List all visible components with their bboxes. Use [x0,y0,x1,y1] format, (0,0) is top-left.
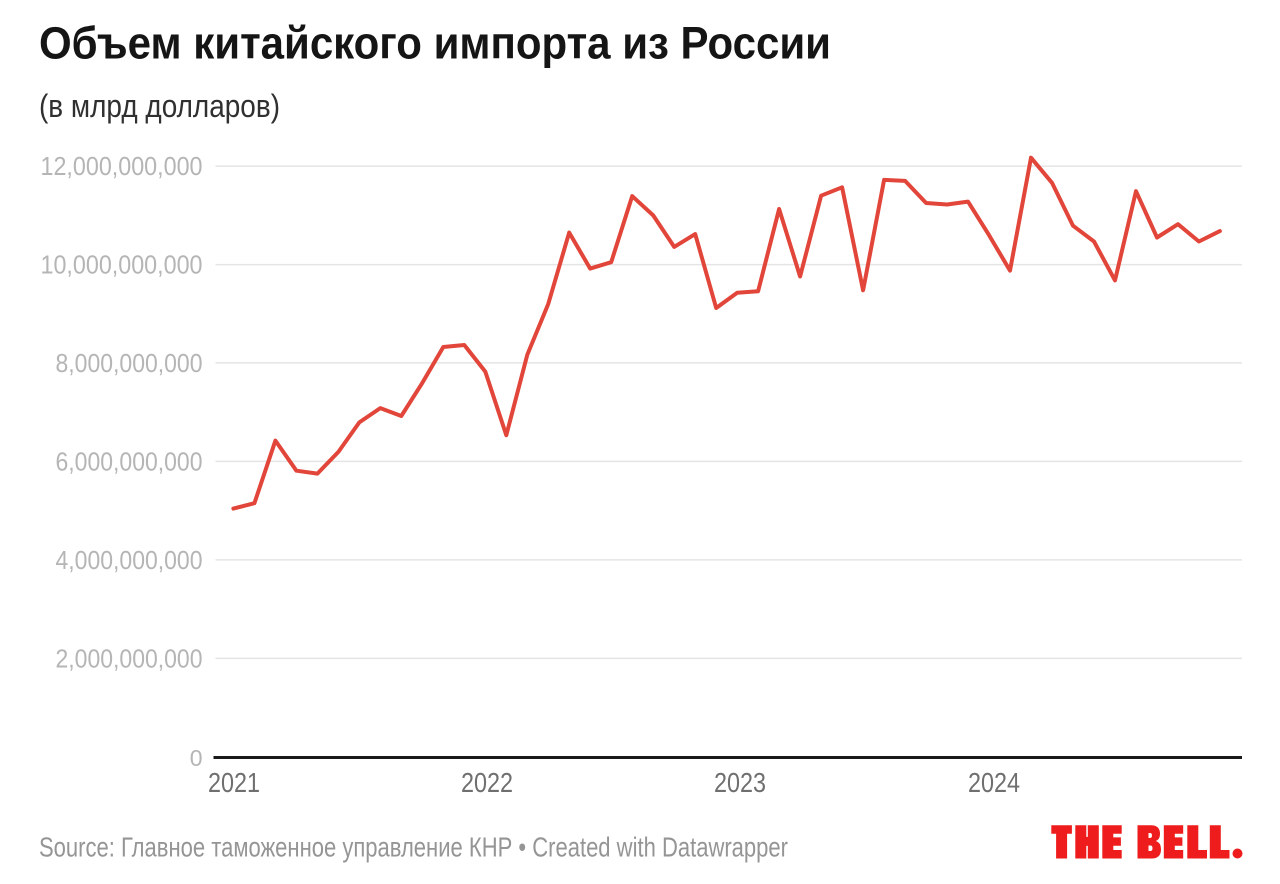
svg-text:2021: 2021 [208,767,260,798]
svg-text:4,000,000,000: 4,000,000,000 [56,547,203,575]
svg-text:8,000,000,000: 8,000,000,000 [56,350,203,378]
svg-text:0: 0 [190,745,203,771]
svg-text:2024: 2024 [968,767,1020,798]
svg-text:2022: 2022 [461,767,513,798]
svg-text:2023: 2023 [714,767,766,798]
svg-text:6,000,000,000: 6,000,000,000 [56,449,203,477]
svg-text:2,000,000,000: 2,000,000,000 [56,646,203,674]
svg-text:Объем китайского импорта из Ро: Объем китайского импорта из России [39,18,831,69]
svg-text:Source: Главное таможенное упр: Source: Главное таможенное управление КН… [39,831,788,862]
svg-text:12,000,000,000: 12,000,000,000 [41,153,203,181]
svg-text:(в млрд долларов): (в млрд долларов) [39,88,280,124]
svg-text:10,000,000,000: 10,000,000,000 [41,252,203,280]
